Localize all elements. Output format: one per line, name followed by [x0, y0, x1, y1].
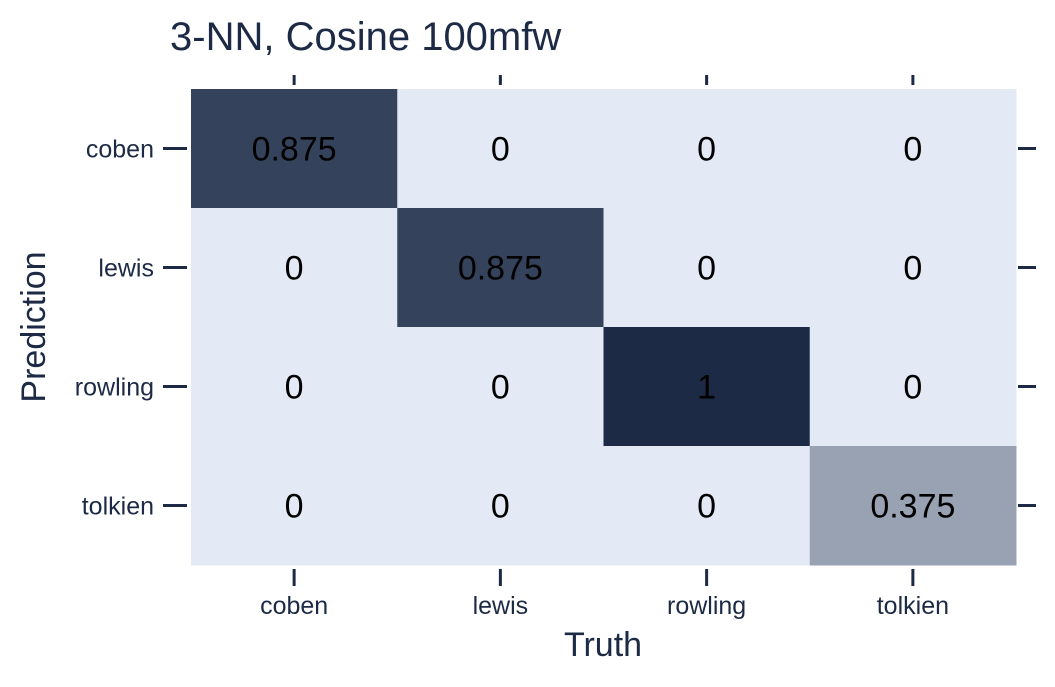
- heatmap-cell-rowling-coben: [191, 327, 398, 447]
- heatmap-cell-tolkien-tolkien: [809, 446, 1017, 566]
- cell-value-label: 0.875: [252, 131, 337, 169]
- heatmap-cell-rowling-rowling: [603, 327, 811, 447]
- heatmap-cell-rowling-tolkien: [809, 327, 1017, 447]
- y-tick-label: lewis: [98, 255, 154, 283]
- y-axis-label: Prediction: [15, 251, 53, 402]
- heatmap-cell-coben-rowling: [603, 89, 811, 209]
- x-tick-label: coben: [260, 592, 328, 620]
- y-tick-label: tolkien: [82, 493, 154, 521]
- y-axis-tick-labels: coben lewis rowling tolkien: [75, 136, 154, 521]
- x-axis-tick-labels: coben lewis rowling tolkien: [260, 592, 949, 620]
- cell-value-label: 0: [903, 369, 922, 407]
- x-tick-label: rowling: [667, 592, 746, 620]
- heatmap-cell-rowling-lewis: [397, 327, 604, 447]
- heatmap-cells: [191, 89, 1017, 566]
- cell-value-label: 0: [697, 488, 716, 526]
- heatmap-cell-coben-tolkien: [809, 89, 1017, 209]
- cell-value-label: 0: [491, 131, 510, 169]
- cell-value-label: 0: [903, 250, 922, 288]
- heatmap-cell-tolkien-lewis: [397, 446, 604, 566]
- x-tick-label: lewis: [473, 592, 529, 620]
- cell-value-label: 0.875: [458, 250, 543, 288]
- heatmap-cell-lewis-rowling: [603, 208, 811, 328]
- cell-value-label: 0: [697, 131, 716, 169]
- cell-value-label: 1: [697, 369, 716, 407]
- cell-value-label: 0: [903, 131, 922, 169]
- cell-value-label: 0: [491, 488, 510, 526]
- heatmap-cell-tolkien-rowling: [603, 446, 811, 566]
- axis-ticks: [163, 75, 1036, 586]
- heatmap-cell-coben-coben: [191, 89, 398, 209]
- cell-value-label: 0.375: [870, 488, 955, 526]
- heatmap-cell-tolkien-coben: [191, 446, 398, 566]
- cell-value-label: 0: [285, 488, 304, 526]
- cell-value-label: 0: [491, 369, 510, 407]
- x-axis-label: Truth: [564, 626, 642, 664]
- heatmap-cell-lewis-lewis: [397, 208, 604, 328]
- y-tick-label: coben: [86, 136, 154, 164]
- heatmap-cell-lewis-tolkien: [809, 208, 1017, 328]
- cell-value-label: 0: [285, 250, 304, 288]
- heatmap-cell-lewis-coben: [191, 208, 398, 328]
- cell-value-label: 0: [697, 250, 716, 288]
- y-tick-label: rowling: [75, 374, 154, 402]
- cell-value-labels: 0.875 0 0 0 0 0.875 0 0 0 0 1 0 0 0 0 0.375: [252, 131, 956, 526]
- cell-value-label: 0: [285, 369, 304, 407]
- chart-title: 3-NN, Cosine 100mfw: [170, 15, 561, 59]
- heatmap-cell-coben-lewis: [397, 89, 604, 209]
- x-tick-label: tolkien: [877, 592, 949, 620]
